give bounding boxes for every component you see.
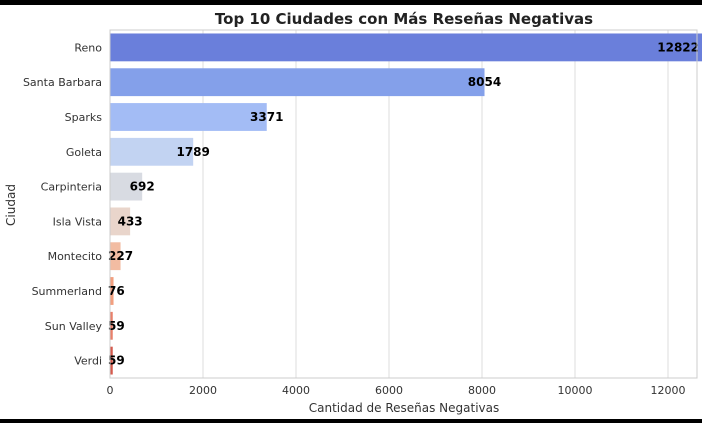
x-tick-label: 2000 — [189, 384, 217, 397]
chart-title: Top 10 Ciudades con Más Reseñas Negativa… — [215, 10, 593, 28]
y-tick-label: Carpinteria — [41, 181, 102, 194]
value-label: 59 — [108, 354, 125, 368]
value-label: 3371 — [250, 110, 283, 124]
y-axis-label: Ciudad — [4, 184, 18, 226]
value-label: 227 — [108, 249, 133, 263]
x-tick-label: 8000 — [468, 384, 496, 397]
y-tick-label: Sun Valley — [45, 320, 103, 333]
y-tick-label: Summerland — [32, 285, 102, 298]
x-tick-label: 12000 — [651, 384, 686, 397]
x-tick-labels: 0 2000 4000 6000 8000 10000 12000 — [107, 384, 686, 397]
value-label: 76 — [108, 284, 125, 298]
x-tick-label: 4000 — [282, 384, 310, 397]
plot-border — [109, 29, 698, 379]
bottom-frame-bar — [0, 419, 702, 423]
value-label: 1789 — [176, 145, 209, 159]
value-label: 8054 — [468, 75, 501, 89]
x-tick-label: 0 — [107, 384, 114, 397]
bar — [110, 242, 121, 271]
bar — [110, 207, 131, 236]
value-labels: 12822 8054 3371 1789 692 433 227 76 59 59 — [108, 40, 699, 367]
y-tick-label: Montecito — [48, 250, 103, 263]
bar — [110, 311, 113, 340]
bar — [110, 277, 114, 305]
value-label: 692 — [130, 180, 155, 194]
bar — [110, 346, 113, 375]
y-tick-label: Verdi — [74, 355, 102, 368]
y-tick-labels: Reno Santa Barbara Sparks Goleta Carpinteria… — [23, 41, 103, 367]
y-tick-label: Sparks — [65, 111, 103, 124]
bar — [110, 137, 194, 166]
x-axis-label: Cantidad de Reseñas Negativas — [309, 401, 500, 415]
bars-group — [110, 33, 702, 375]
top-frame-bar — [0, 0, 702, 5]
value-label: 12822 — [657, 40, 699, 54]
y-tick-label: Isla Vista — [53, 215, 102, 228]
bar — [110, 172, 143, 201]
bar — [110, 68, 485, 97]
y-tick-label: Reno — [74, 41, 102, 54]
x-tick-label: 6000 — [375, 384, 403, 397]
bar — [110, 103, 267, 131]
y-tick-label: Goleta — [66, 146, 102, 159]
value-label: 59 — [108, 319, 125, 333]
bar — [110, 33, 702, 62]
value-label: 433 — [118, 214, 143, 228]
y-tick-label: Santa Barbara — [23, 76, 102, 89]
x-tick-label: 10000 — [558, 384, 593, 397]
